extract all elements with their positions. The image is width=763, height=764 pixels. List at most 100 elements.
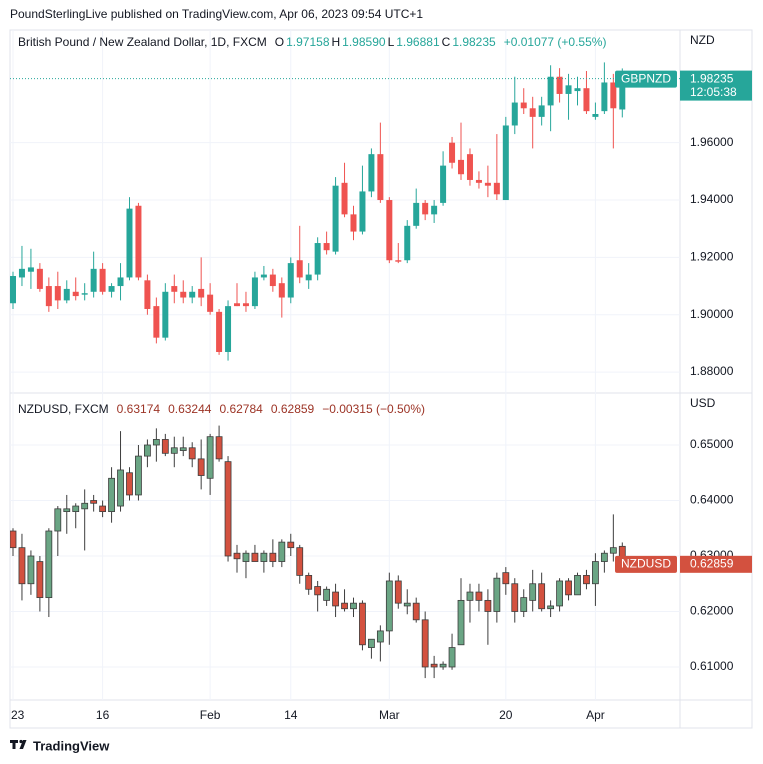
y-tick-label: 1.90000 [690, 307, 734, 321]
y-tick-label: 0.61000 [690, 659, 734, 673]
candle-body [27, 555, 35, 585]
candle-body [45, 286, 52, 307]
candle-body [422, 202, 429, 215]
candle-body [314, 243, 321, 275]
candle-body [90, 268, 97, 292]
candle-body [583, 88, 590, 112]
symbol-label: GBPNZD [621, 71, 671, 85]
x-tick-label: 20 [499, 708, 513, 722]
candle-body [162, 291, 169, 338]
candle-body [72, 505, 80, 512]
candle-body [18, 268, 25, 278]
candle-body [180, 291, 187, 298]
x-tick-label: 23 [11, 708, 25, 722]
candle-body [296, 260, 303, 278]
candle-body [350, 602, 357, 610]
candle-body [601, 82, 608, 112]
candle-body [278, 283, 285, 298]
y-tick-label: 0.62000 [690, 604, 734, 618]
x-tick-label: Apr [586, 708, 605, 722]
symbol-label-box [615, 70, 677, 88]
candle-body [511, 102, 518, 126]
candle-body [152, 439, 160, 446]
candle-body [565, 85, 572, 94]
candle-body [475, 179, 482, 183]
candle-body [81, 502, 89, 510]
candle-body [260, 552, 268, 562]
price-label: 0.62859 [690, 556, 734, 570]
legend-letter: O [274, 35, 285, 49]
legend-change: +0.01077 (+0.55%) [503, 35, 607, 49]
candle-body [179, 447, 187, 451]
candle-body [493, 577, 501, 612]
candle-body [565, 580, 572, 596]
candle-body [99, 268, 106, 292]
candle-body [108, 286, 115, 292]
price-label: 1.98235 [690, 71, 734, 85]
candle-body [72, 291, 79, 297]
candle-body [449, 142, 456, 163]
candle-body [502, 125, 509, 201]
candle-body [314, 586, 322, 596]
candle-body [278, 541, 286, 562]
candle-body [529, 108, 536, 117]
countdown-label: 12:05:38 [690, 85, 737, 99]
legend-title: NZDUSD, FXCM [18, 402, 109, 416]
candle-body [90, 500, 98, 504]
candle-body [610, 82, 617, 109]
candle-body [54, 286, 61, 301]
candle-body [421, 619, 429, 668]
candle-body [207, 294, 214, 312]
candle-body [36, 561, 44, 599]
candle-body [520, 102, 527, 109]
candle-body [206, 436, 214, 479]
candle-body [475, 591, 483, 601]
candle-body [368, 154, 375, 192]
frame [9, 29, 753, 729]
legend: British Pound / New Zealand Dollar, 1D, … [18, 35, 608, 49]
y-tick-label: 0.65000 [690, 437, 734, 451]
candle-body [619, 78, 626, 110]
candle-body [198, 288, 205, 298]
candle-body [520, 597, 528, 612]
candle-body [215, 436, 223, 460]
logo-mark [10, 740, 18, 749]
candle-body [161, 439, 169, 454]
legend-value: 0.63174 [116, 402, 161, 416]
legend-title: British Pound / New Zealand Dollar, 1D, … [18, 35, 267, 49]
candle-body [27, 267, 34, 272]
candle-body [233, 552, 241, 560]
candle-body [412, 602, 420, 621]
candle-body [466, 154, 473, 180]
candle-body [386, 200, 393, 261]
candle-body [538, 583, 546, 610]
candle-body [117, 469, 124, 507]
candle-body [189, 291, 196, 298]
x-tick-label: 16 [96, 708, 110, 722]
candle-body [547, 76, 554, 106]
candle-body [609, 547, 617, 554]
candle-body [592, 114, 599, 117]
candle-body [170, 447, 178, 454]
candle-body [10, 530, 17, 549]
logo-mark [19, 740, 27, 749]
candle-body [269, 274, 276, 287]
candle-body [296, 547, 304, 576]
candle-body [126, 472, 133, 496]
candle-body [538, 105, 545, 117]
candle-body [251, 552, 259, 562]
candle-body [323, 243, 330, 251]
footer-brand: TradingView [33, 738, 110, 753]
candle-body [431, 205, 438, 215]
candle-body [225, 306, 232, 352]
candle-body [359, 191, 366, 232]
candle-body [547, 605, 555, 610]
price-label-box [680, 70, 752, 101]
candle-body [377, 154, 384, 201]
candle-body [350, 214, 357, 232]
candle-body [574, 575, 581, 596]
candle-body [305, 575, 313, 590]
candle-body [305, 274, 312, 281]
candle-body [332, 185, 339, 252]
pane [10, 30, 680, 393]
